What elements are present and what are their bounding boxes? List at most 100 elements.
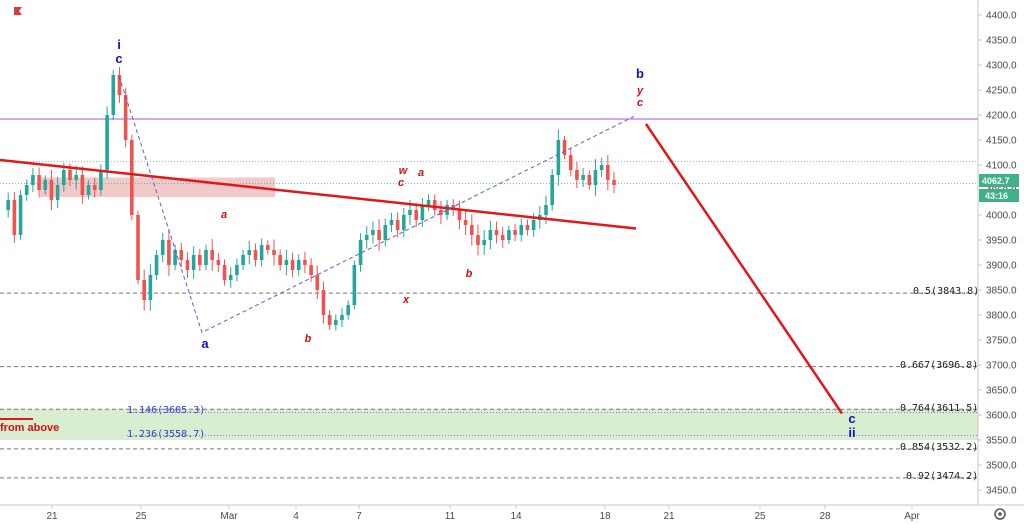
- candle-body: [420, 205, 425, 220]
- candle-body: [80, 175, 85, 195]
- x-tick-label: 21: [663, 511, 675, 522]
- candle-body: [278, 255, 282, 265]
- current-price-tag: 4062.7 43:16: [979, 174, 1019, 202]
- y-tick-label: 3900.0: [986, 261, 1017, 272]
- x-tick-label: 4: [293, 511, 299, 522]
- candle-body: [111, 75, 116, 115]
- candle-body: [160, 240, 165, 255]
- candle-body: [389, 220, 394, 225]
- candle-body: [500, 235, 505, 240]
- candle-body: [235, 265, 239, 275]
- x-tick-label: 25: [754, 511, 766, 522]
- fib-0-667-label: 0.667(3696.8): [900, 360, 978, 371]
- candle-body: [266, 245, 270, 250]
- candle-body: [494, 230, 499, 235]
- wave-label-y: y: [636, 85, 644, 97]
- candle-body: [439, 210, 443, 215]
- candle-body: [24, 185, 29, 195]
- candle-body: [358, 240, 363, 265]
- fib-0-764-label: 0.764(3611.5): [900, 403, 978, 414]
- flag-icon[interactable]: [14, 7, 22, 15]
- x-tick-label: 14: [510, 511, 522, 522]
- y-tick-label: 3950.0: [986, 236, 1017, 247]
- candle-body: [457, 210, 462, 220]
- time-axis[interactable]: 21 25 Mar 4 7 11 14 18 21 25 28 Apr: [46, 505, 920, 522]
- price-axis[interactable]: 4400.0 4350.0 4300.0 4250.0 4200.0 4150.0 4100…: [978, 11, 1017, 497]
- candle-body: [210, 250, 214, 260]
- fib-0-854-label: 0.854(3532.2): [900, 442, 978, 453]
- y-tick-label: 3800.0: [986, 311, 1017, 322]
- candle-body: [463, 220, 468, 225]
- x-tick-label: 25: [135, 511, 147, 522]
- target-zone: [0, 409, 978, 440]
- candle-body: [531, 220, 536, 230]
- candle-body: [303, 260, 307, 265]
- candle-body: [402, 215, 406, 230]
- descending-trendline[interactable]: [0, 158, 637, 230]
- wave-label-c-red: c: [398, 177, 404, 189]
- wave-label-a-red-2: a: [418, 167, 424, 179]
- candle-body: [612, 180, 616, 185]
- candle-body: [568, 155, 573, 170]
- candle-body: [55, 185, 60, 200]
- candle-body: [544, 205, 548, 215]
- candle-body: [327, 315, 332, 325]
- candle-body: [272, 250, 276, 255]
- candle-body: [154, 255, 159, 275]
- y-tick-label: 4300.0: [986, 61, 1017, 72]
- wave-label-c-blue: c: [848, 411, 855, 426]
- candle-body: [247, 250, 252, 255]
- projected-decline-line[interactable]: [644, 123, 844, 415]
- candle-body: [587, 175, 592, 185]
- candle-body: [445, 205, 449, 215]
- candle-body: [18, 195, 23, 235]
- y-tick-label: 3550.0: [986, 436, 1017, 447]
- candle-body: [191, 255, 196, 270]
- candle-body: [371, 230, 375, 235]
- wave-path-dashed[interactable]: [118, 75, 635, 334]
- current-price-label: 4062.7: [982, 176, 1010, 186]
- y-tick-label: 3700.0: [986, 361, 1017, 372]
- candle-body: [123, 95, 128, 140]
- candle-body: [426, 200, 431, 205]
- candle-body: [216, 260, 221, 265]
- wave-label-b-blue: b: [636, 66, 644, 81]
- candle-body: [346, 305, 350, 315]
- candle-body: [68, 170, 72, 180]
- fib-0-92-label: 0.92(3474.2): [906, 471, 978, 482]
- candle-body: [507, 230, 511, 240]
- candle-body: [86, 185, 91, 195]
- candle-body: [321, 290, 326, 315]
- candle-body: [408, 210, 412, 215]
- drawings-layer[interactable]: [0, 75, 844, 415]
- gear-icon[interactable]: [994, 508, 1006, 520]
- candle-body: [179, 250, 184, 260]
- y-tick-label: 3500.0: [986, 461, 1017, 472]
- candle-body: [414, 210, 418, 220]
- candle-body: [117, 75, 122, 95]
- y-tick-label: 4200.0: [986, 111, 1017, 122]
- candle-body: [383, 225, 388, 240]
- candle-body: [136, 215, 140, 280]
- candle-body: [173, 250, 177, 265]
- candle-body: [253, 250, 258, 260]
- candle-body: [204, 250, 208, 265]
- candle-body: [185, 260, 190, 270]
- candle-body: [556, 140, 561, 175]
- candle-body: [290, 260, 295, 270]
- x-tick-label: 28: [819, 511, 831, 522]
- candle-body: [451, 205, 456, 210]
- candle-body: [315, 275, 320, 290]
- candle-body: [364, 235, 369, 240]
- candle-body: [488, 230, 493, 240]
- y-tick-label: 4100.0: [986, 161, 1017, 172]
- candle-body: [476, 235, 480, 245]
- wave-label-c-top: c: [115, 51, 122, 66]
- supply-zone: [40, 177, 275, 197]
- candle-body: [37, 175, 41, 190]
- candle-body: [222, 265, 227, 280]
- y-tick-label: 3650.0: [986, 386, 1017, 397]
- candle-body: [470, 225, 474, 235]
